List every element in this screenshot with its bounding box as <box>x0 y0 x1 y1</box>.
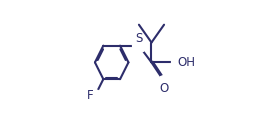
Text: F: F <box>87 89 94 102</box>
Text: S: S <box>135 32 143 45</box>
Text: O: O <box>159 82 169 95</box>
Text: OH: OH <box>178 56 196 69</box>
